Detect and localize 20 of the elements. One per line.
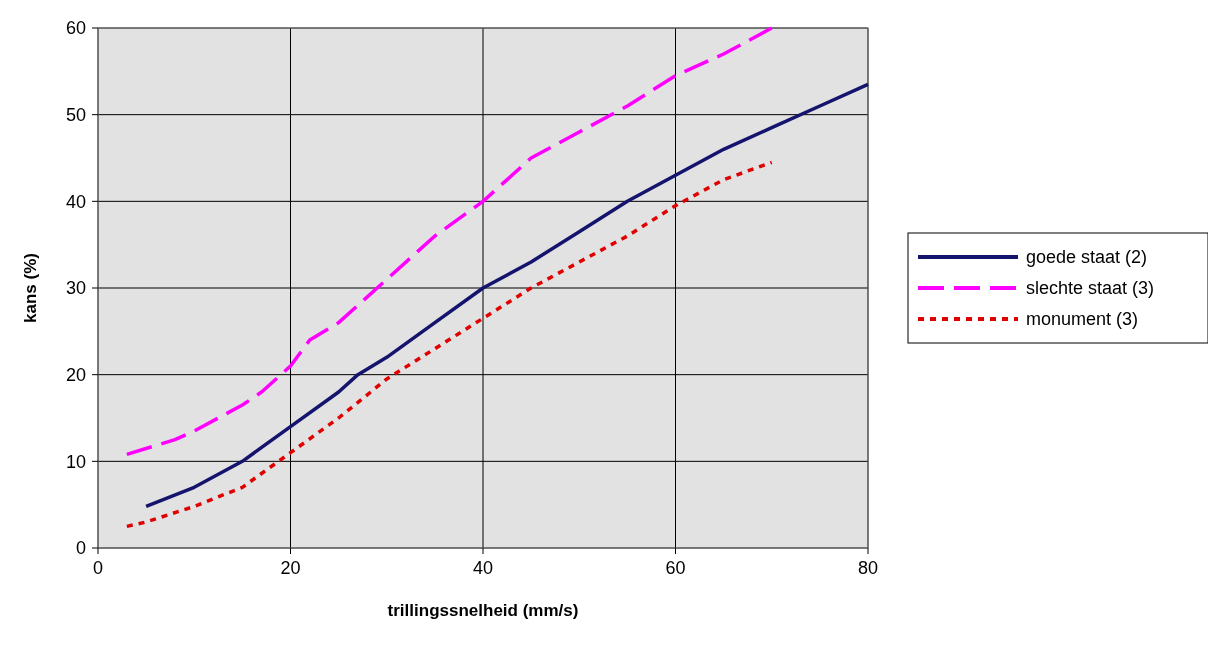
- y-axis-title: kans (%): [21, 253, 40, 323]
- x-tick-label: 60: [665, 558, 686, 578]
- legend-label: monument (3): [1026, 309, 1139, 330]
- y-tick-label: 30: [65, 278, 86, 299]
- line-series: [144, 82, 870, 509]
- x-axis-title: trillingssnelheid (mm/s): [387, 601, 579, 620]
- legend-label: goede staat (2): [1026, 247, 1148, 268]
- line-series: [125, 160, 774, 529]
- y-tick-label: 10: [65, 451, 86, 472]
- y-tick-label: 20: [65, 364, 86, 385]
- legend-label: slechte staat (3): [1026, 278, 1155, 299]
- y-tick-label: 0: [75, 538, 86, 559]
- x-tick-label: 80: [857, 558, 879, 578]
- y-tick-label: 40: [65, 191, 86, 212]
- x-tick-label: 40: [472, 558, 494, 578]
- line-series: [125, 26, 774, 457]
- y-tick-label: 60: [65, 18, 86, 39]
- x-tick-label: 20: [280, 558, 301, 578]
- y-tick-label: 50: [65, 104, 86, 125]
- x-tick-label: 0: [92, 558, 104, 578]
